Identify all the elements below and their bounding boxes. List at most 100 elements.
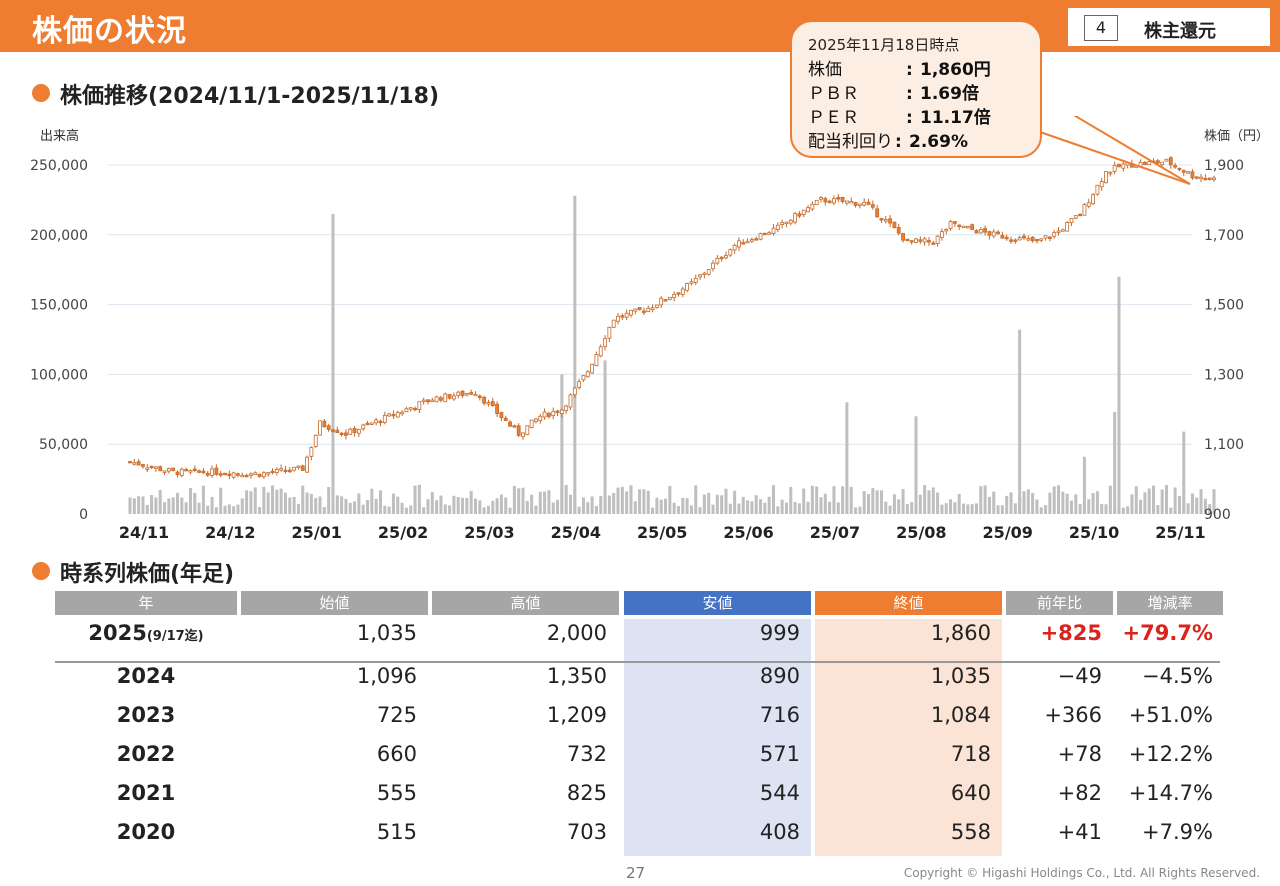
candle (780, 222, 785, 225)
volume-bar (1113, 412, 1117, 514)
candle (814, 199, 819, 205)
volume-bar (443, 504, 447, 514)
volume-bar (258, 507, 262, 514)
volume-bar (1082, 456, 1086, 514)
candle (542, 411, 547, 418)
candle (201, 470, 206, 474)
candle (650, 307, 655, 310)
candle (231, 472, 236, 478)
candle (404, 408, 409, 413)
volume-bar (508, 507, 512, 514)
volume-bar (966, 504, 970, 514)
candle (175, 471, 180, 476)
volume-bar (581, 497, 585, 514)
candle (1177, 167, 1182, 171)
volume-bar (1005, 495, 1009, 514)
candle (270, 470, 275, 474)
volume-bar (1147, 488, 1151, 514)
volume-bar (651, 507, 655, 514)
candle (611, 319, 616, 328)
volume-bar (271, 485, 275, 514)
candle (819, 197, 823, 200)
volume-bar (1078, 504, 1082, 514)
volume-bar (715, 494, 719, 514)
volume-bar (266, 492, 270, 514)
candle (555, 410, 560, 414)
page-title: 株価の状況 (32, 14, 187, 49)
volume-bar (1156, 505, 1160, 514)
volume-bar (789, 486, 793, 514)
candle (149, 465, 154, 469)
candle (339, 432, 344, 436)
table-cell-low: 890 (759, 664, 800, 688)
candle (236, 473, 240, 476)
volume-bar (841, 486, 845, 514)
volume-bar (702, 494, 706, 514)
candle (909, 240, 914, 243)
y-left-tick-label: 100,000 (30, 367, 88, 383)
candle (456, 391, 461, 396)
candle (1199, 176, 1203, 180)
candle (888, 218, 893, 224)
x-tick-label: 24/12 (205, 523, 255, 542)
candle (983, 228, 988, 233)
volume-bar (815, 486, 819, 514)
volume-bar (348, 502, 352, 514)
volume-bar (1057, 485, 1061, 514)
candle (784, 221, 789, 225)
volume-bar (1139, 499, 1143, 514)
candle (797, 213, 802, 217)
volume-bar (823, 493, 827, 514)
volume-bar (551, 502, 555, 514)
candle (590, 363, 595, 374)
candle (361, 424, 366, 430)
table-cell-rate: +12.2% (1128, 742, 1213, 766)
candle (257, 473, 262, 477)
volume-bar (249, 491, 253, 514)
candle (1069, 218, 1074, 224)
volume-bar (1095, 491, 1099, 514)
table-cell-change: +82 (1057, 781, 1102, 805)
candle (918, 239, 923, 242)
table-year-cell: 2021 (55, 781, 237, 805)
candle (154, 466, 158, 469)
volume-bar (897, 499, 901, 514)
volume-bar (927, 490, 931, 514)
y-right-tick-label: 1,300 (1204, 367, 1244, 383)
table-cell-open: 515 (376, 820, 417, 844)
table-header-cell: 終値 (815, 591, 1002, 615)
table-cell-close: 1,860 (930, 621, 991, 645)
candle (749, 239, 754, 242)
volume-bar (728, 503, 732, 514)
volume-bar (150, 495, 154, 514)
candle (581, 375, 586, 381)
candle (1047, 236, 1052, 239)
table-year-cell: 2020 (55, 820, 237, 844)
table-cell-low: 716 (759, 703, 800, 727)
candle (689, 281, 694, 284)
candle (559, 409, 564, 415)
volume-bar (417, 484, 421, 514)
candle (495, 403, 500, 414)
table-header-cell: 安値 (624, 591, 811, 615)
volume-bar (1031, 492, 1035, 514)
volume-bar (1195, 497, 1199, 514)
candle (667, 296, 672, 300)
volume-bar (931, 487, 935, 514)
candle (1181, 170, 1186, 173)
candle (935, 235, 940, 244)
volume-bar (499, 494, 503, 514)
candle (659, 297, 664, 306)
candle (141, 464, 145, 467)
year-value: 2024 (116, 664, 176, 688)
volume-bar (305, 492, 309, 514)
volume-bar (1203, 498, 1207, 514)
candle (1212, 177, 1216, 181)
table-year-cell: 2025(9/17迄) (55, 621, 237, 645)
year-value: 2020 (116, 820, 176, 844)
volume-bar (279, 488, 283, 514)
volume-bar (940, 504, 944, 514)
candle (594, 354, 599, 367)
volume-bar (301, 485, 305, 514)
x-tick-label: 25/11 (1155, 523, 1205, 542)
